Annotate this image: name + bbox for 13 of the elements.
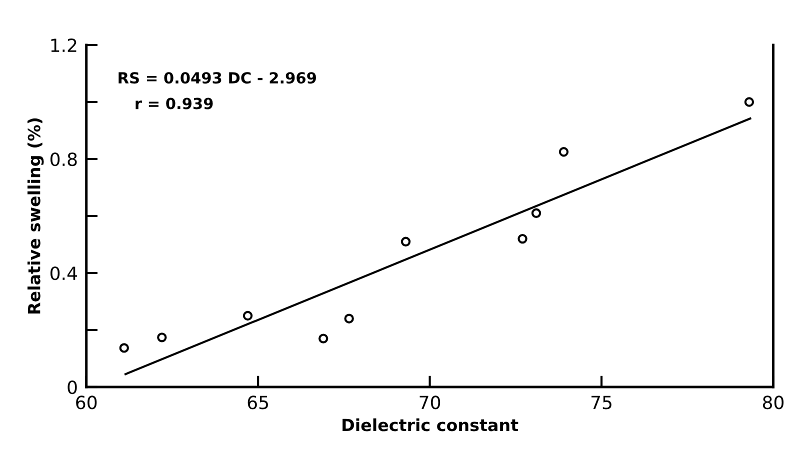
- y-tick-label: 0.4: [50, 266, 78, 280]
- y-axis-title: Relative swelling (%): [27, 118, 44, 314]
- y-tick-label: 1.2: [51, 38, 76, 52]
- y-tick-label: 0.8: [50, 152, 77, 166]
- annotation: r = 0.939: [136, 98, 213, 110]
- x-tick-label: 75: [592, 396, 612, 410]
- x-tick-label: 60: [76, 396, 97, 410]
- x-tick-label: 80: [762, 396, 784, 410]
- x-tick-label: 70: [420, 396, 440, 410]
- y-tick-label: 0: [68, 380, 77, 394]
- x-tick-label: 65: [248, 396, 268, 410]
- annotation: RS = 0.0493 DC - 2.969: [118, 72, 316, 84]
- x-axis-title: Dielectric constant: [342, 418, 518, 432]
